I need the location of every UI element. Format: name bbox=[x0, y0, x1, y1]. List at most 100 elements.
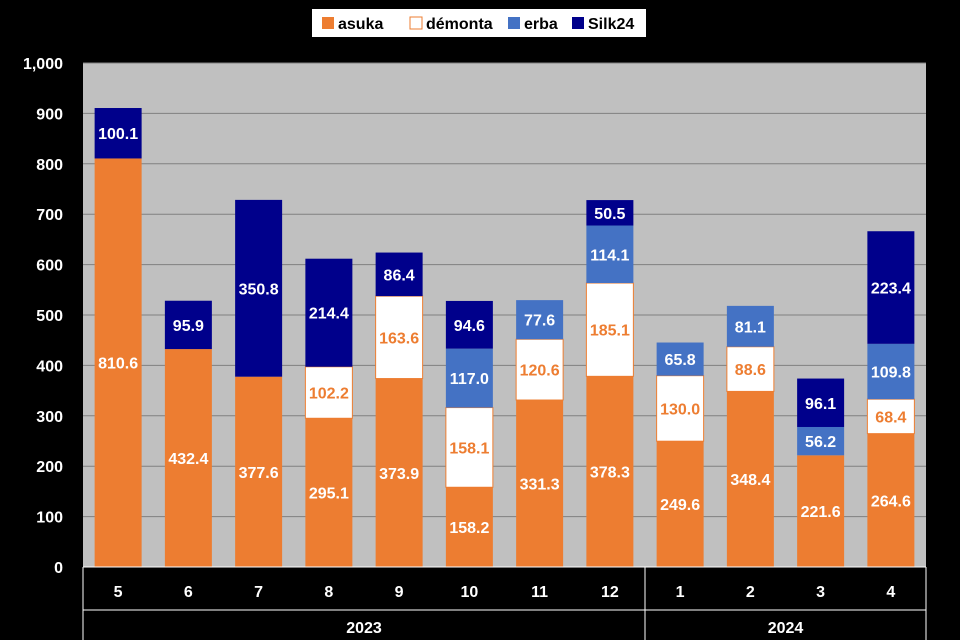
data-label: 221.6 bbox=[801, 504, 841, 521]
data-label: 163.6 bbox=[379, 330, 419, 347]
x-tick-label: 7 bbox=[254, 584, 263, 601]
x-tick-label: 5 bbox=[114, 584, 123, 601]
data-label: 130.0 bbox=[660, 401, 700, 418]
x-tick-label: 8 bbox=[324, 584, 333, 601]
data-label: 120.6 bbox=[520, 363, 560, 380]
bar-segment bbox=[867, 433, 915, 567]
legend-swatch bbox=[508, 17, 520, 29]
data-label: 114.1 bbox=[590, 247, 629, 264]
bar-segment bbox=[305, 418, 353, 567]
data-label: 373.9 bbox=[379, 466, 419, 483]
data-label: 249.6 bbox=[660, 497, 700, 514]
data-label: 378.3 bbox=[590, 465, 630, 482]
y-tick-label: 400 bbox=[36, 358, 63, 375]
y-tick-label: 1,000 bbox=[23, 56, 63, 73]
bar-segment bbox=[445, 348, 493, 408]
data-label: 350.8 bbox=[239, 281, 279, 298]
x-tick-label: 9 bbox=[395, 584, 404, 601]
data-label: 100.1 bbox=[98, 126, 138, 143]
data-label: 65.8 bbox=[665, 352, 696, 369]
bar-segment bbox=[867, 231, 915, 344]
data-label: 81.1 bbox=[735, 319, 766, 336]
bar-segment bbox=[445, 300, 493, 349]
x-tick-label: 6 bbox=[184, 584, 193, 601]
bars bbox=[94, 108, 915, 568]
data-label: 94.6 bbox=[454, 318, 485, 335]
data-labels: 810.6 100.1 432.4 95.9 377.6 350.8 295.1 102.2 2… bbox=[98, 126, 911, 537]
data-label: 158.1 bbox=[449, 440, 489, 457]
bar-segment bbox=[797, 378, 845, 427]
y-tick-label: 100 bbox=[36, 510, 63, 527]
data-label: 348.4 bbox=[730, 472, 770, 489]
data-label: 88.6 bbox=[735, 362, 766, 379]
bar-segment bbox=[586, 200, 634, 226]
data-label: 109.8 bbox=[871, 364, 911, 381]
bar-segment bbox=[656, 441, 704, 567]
bar-segment bbox=[516, 400, 564, 567]
x-group-label: 2023 bbox=[346, 620, 382, 637]
x-tick-label: 3 bbox=[816, 584, 825, 601]
legend-box bbox=[312, 9, 646, 37]
bar-segment bbox=[375, 252, 423, 297]
data-label: 185.1 bbox=[590, 323, 630, 340]
bar-segment bbox=[586, 225, 634, 284]
legend: asuka démonta erba Silk24 bbox=[312, 9, 646, 37]
bar-segment bbox=[867, 343, 915, 400]
data-label: 331.3 bbox=[520, 477, 560, 494]
data-label: 102.2 bbox=[309, 386, 349, 403]
data-label: 158.2 bbox=[449, 520, 489, 537]
bar-segment bbox=[94, 108, 142, 159]
bar-segment bbox=[235, 199, 283, 377]
y-tick-label: 700 bbox=[36, 207, 63, 224]
bar-segment bbox=[797, 426, 845, 456]
bar-segment bbox=[235, 376, 283, 567]
data-label: 56.2 bbox=[805, 434, 836, 451]
y-tick-label: 0 bbox=[54, 560, 63, 577]
data-label: 810.6 bbox=[98, 356, 138, 373]
x-tick-label: 1 bbox=[676, 584, 685, 601]
data-label: 264.6 bbox=[871, 493, 911, 510]
bar-segment bbox=[94, 158, 142, 568]
bar-segment bbox=[586, 376, 634, 567]
x-group-label: 2024 bbox=[768, 620, 804, 637]
x-tick-label: 2 bbox=[746, 584, 755, 601]
legend-swatch bbox=[322, 17, 334, 29]
data-label: 223.4 bbox=[871, 281, 911, 298]
legend-label: erba bbox=[524, 16, 558, 33]
data-label: 77.6 bbox=[524, 313, 555, 330]
legend-label: Silk24 bbox=[588, 16, 634, 33]
bar-segment bbox=[304, 366, 353, 419]
legend-label: asuka bbox=[338, 16, 383, 33]
bar-segment bbox=[726, 305, 774, 347]
y-axis: 0 100 200 300 400 500 600 700 800 900 1,000 bbox=[23, 56, 63, 577]
data-label: 50.5 bbox=[594, 206, 625, 223]
bar-segment bbox=[445, 487, 493, 567]
bar-segment bbox=[585, 282, 634, 377]
bar-segment bbox=[797, 455, 845, 567]
data-label: 96.1 bbox=[805, 396, 836, 413]
y-tick-label: 900 bbox=[36, 106, 63, 123]
legend-label: démonta bbox=[426, 16, 493, 33]
y-tick-label: 200 bbox=[36, 459, 63, 476]
data-label: 377.6 bbox=[239, 465, 279, 482]
y-tick-label: 800 bbox=[36, 157, 63, 174]
legend-swatch bbox=[409, 16, 423, 30]
bar-segment bbox=[656, 342, 704, 376]
bar-segment bbox=[375, 378, 423, 567]
data-label: 432.4 bbox=[168, 451, 208, 468]
data-label: 117.0 bbox=[450, 371, 489, 388]
legend-swatch bbox=[572, 17, 584, 29]
x-tick-label: 11 bbox=[531, 584, 548, 601]
bar-segment bbox=[164, 349, 212, 567]
data-label: 95.9 bbox=[173, 318, 204, 335]
x-tick-label: 12 bbox=[601, 584, 619, 601]
bar-segment bbox=[305, 258, 353, 367]
bar-segment bbox=[726, 346, 775, 392]
x-tick-label: 4 bbox=[886, 584, 895, 601]
y-tick-label: 600 bbox=[36, 258, 63, 275]
bar-segment bbox=[656, 375, 705, 442]
data-label: 86.4 bbox=[384, 267, 415, 284]
gridlines bbox=[83, 62, 926, 518]
